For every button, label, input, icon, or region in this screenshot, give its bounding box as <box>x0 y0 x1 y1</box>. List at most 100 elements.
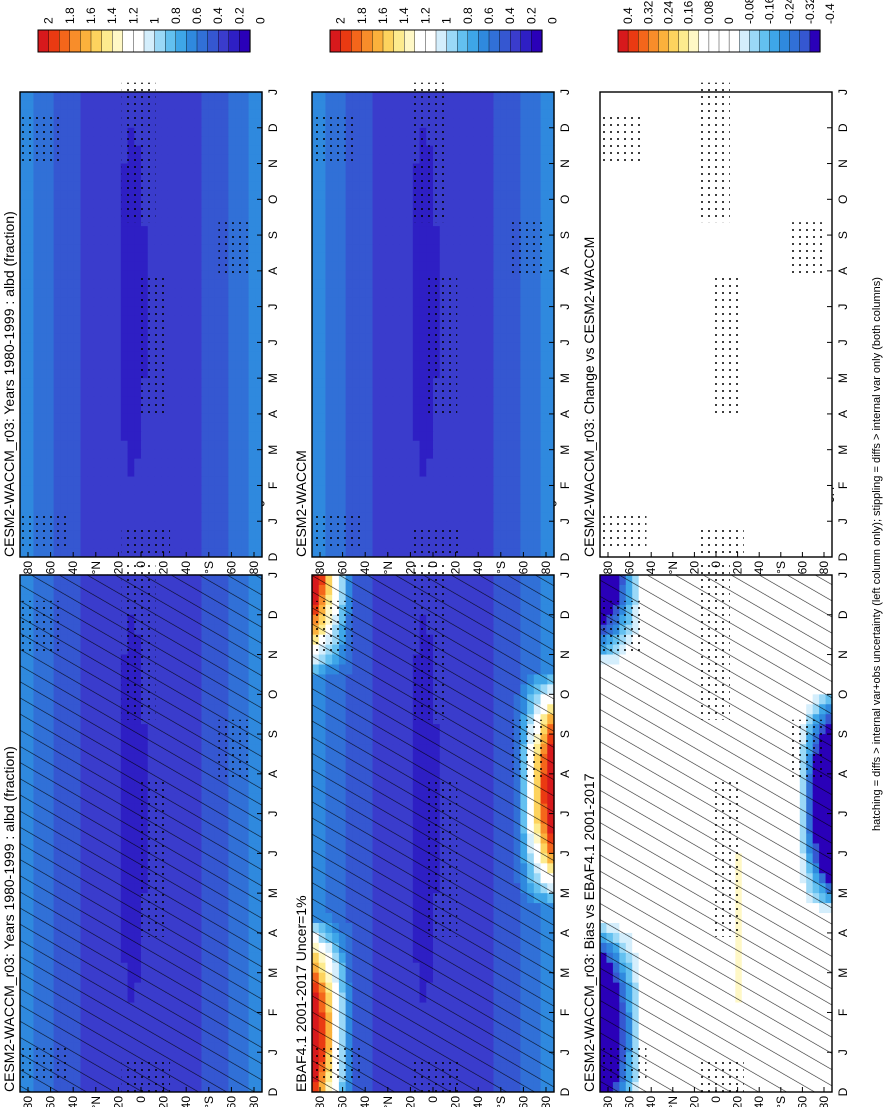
field-cell <box>174 431 182 441</box>
colorbar-label: 1.2 <box>126 7 140 24</box>
field-cell <box>167 288 176 298</box>
field-cell <box>241 431 250 441</box>
field-cell <box>194 422 203 432</box>
field-cell <box>241 279 250 289</box>
field-cell <box>188 520 196 531</box>
field-cell <box>107 323 115 334</box>
panel-title: CESM2-WACCM_r03: Years 1980-1999 : albd … <box>1 746 17 1092</box>
field-cell <box>73 529 82 540</box>
field-cell <box>208 484 216 495</box>
field-cell <box>214 207 223 218</box>
field-cell <box>228 368 236 379</box>
field-cell <box>60 189 68 200</box>
field-cell <box>214 198 223 209</box>
field-cell <box>134 243 142 253</box>
field-cell <box>33 162 41 173</box>
lat-tick-label: 0 <box>134 1096 148 1103</box>
field-cell <box>181 350 189 361</box>
field-cell <box>67 171 75 182</box>
field-cell <box>188 449 196 459</box>
field-cell <box>93 440 102 450</box>
field-cell <box>80 395 88 405</box>
field-cell <box>87 529 95 540</box>
field-cell <box>73 270 82 280</box>
field-cell <box>46 368 55 379</box>
field-cell <box>174 502 182 513</box>
field-cell <box>201 422 209 432</box>
field-cell <box>208 225 216 236</box>
colorbar-segment <box>133 29 145 53</box>
field-cell <box>208 440 216 450</box>
field-cell <box>228 475 236 486</box>
field-cell <box>161 243 169 253</box>
field-cell <box>194 359 203 370</box>
field-cell <box>80 189 88 200</box>
field-cell <box>33 341 41 352</box>
field-cell <box>20 270 28 280</box>
field-cell <box>93 350 102 361</box>
field-cell <box>100 395 108 405</box>
field-cell <box>141 234 149 245</box>
field-cell <box>194 180 203 191</box>
field-cell <box>167 171 176 182</box>
field-cell <box>141 511 149 522</box>
field-cell <box>114 306 122 316</box>
field-cell <box>73 466 82 477</box>
field-cell <box>194 207 203 218</box>
field-cell <box>100 449 108 459</box>
field-cell <box>181 466 189 477</box>
field-cell <box>214 189 223 200</box>
field-cell <box>26 395 35 405</box>
field-cell <box>214 136 223 146</box>
field-cell <box>228 422 236 432</box>
field-cell <box>73 145 82 155</box>
field-cell <box>161 216 169 227</box>
field-cell <box>161 100 169 110</box>
field-cell <box>87 395 95 405</box>
field-cell <box>107 466 115 477</box>
field-cell <box>26 377 35 388</box>
field-cell <box>60 297 68 307</box>
field-cell <box>53 234 61 245</box>
month-tick-label: J <box>266 518 280 524</box>
field-cell <box>80 180 88 191</box>
month-tick-label: J <box>266 339 280 345</box>
field-cell <box>201 153 209 164</box>
field-cell <box>174 118 182 128</box>
field-cell <box>241 466 250 477</box>
field-cell <box>60 216 68 227</box>
field-cell <box>67 386 75 397</box>
field-cell <box>80 341 88 352</box>
field-cell <box>241 162 250 173</box>
field-cell <box>235 466 243 477</box>
field-cell <box>114 332 122 343</box>
field-cell <box>53 449 61 459</box>
field-cell <box>188 529 196 540</box>
field-cell <box>53 314 61 325</box>
field-cell <box>221 395 229 405</box>
field-cell <box>87 404 95 414</box>
field-cell <box>114 449 122 459</box>
field-cell <box>73 332 82 343</box>
field-cell <box>87 475 95 486</box>
field-cell <box>93 153 102 164</box>
field-cell <box>114 458 122 468</box>
field-cell <box>201 180 209 191</box>
field-cell <box>188 458 196 468</box>
field-cell <box>194 341 203 352</box>
field-cell <box>221 162 229 173</box>
field-cell <box>154 162 162 173</box>
field-cell <box>87 368 95 379</box>
field-cell <box>20 547 28 557</box>
field-cell <box>235 109 243 119</box>
field-cell <box>201 449 209 459</box>
field-cell <box>73 243 82 253</box>
field-cell <box>147 484 156 495</box>
field-cell <box>87 493 95 504</box>
field-cell <box>194 91 203 101</box>
field-cell <box>40 252 48 262</box>
field-cell <box>87 323 95 334</box>
field-cell <box>80 484 88 495</box>
field-cell <box>87 314 95 325</box>
field-cell <box>114 243 122 253</box>
